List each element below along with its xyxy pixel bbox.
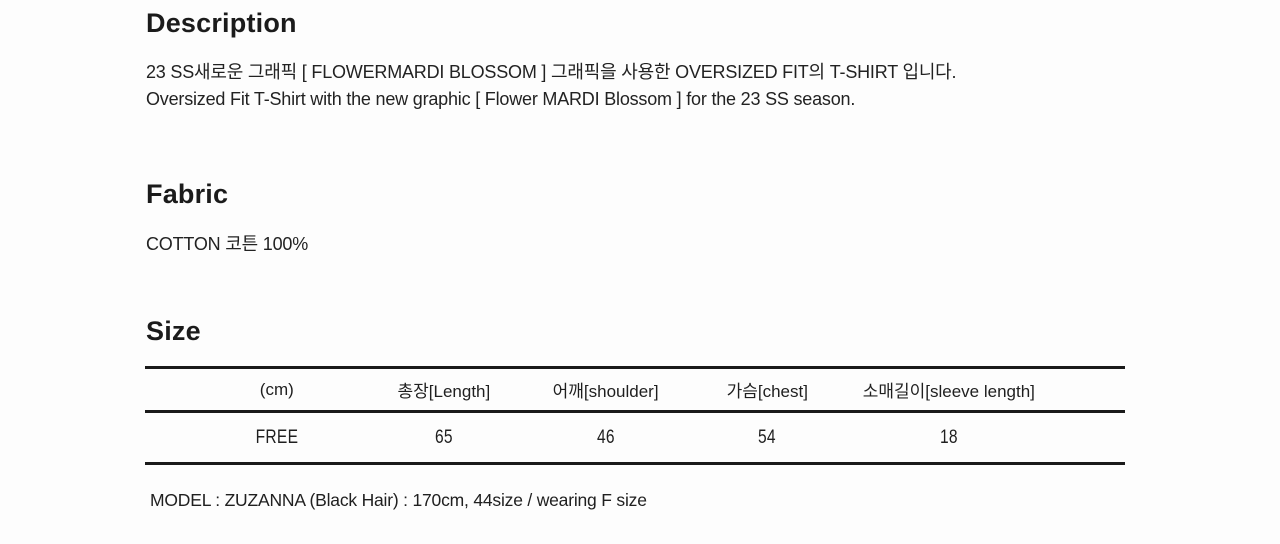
size-label-value: FREE	[255, 426, 299, 448]
column-header-chest: 가슴[chest]	[683, 367, 851, 413]
fabric-text: COTTON 코튼 100%	[146, 234, 309, 254]
model-note: MODEL : ZUZANNA (Black Hair) : 170cm, 44…	[150, 490, 647, 510]
column-header-shoulder: 어깨[shoulder]	[527, 367, 684, 413]
column-header-unit: (cm)	[145, 367, 361, 413]
cell-shoulder: 46	[527, 411, 684, 465]
size-table: (cm) 총장[Length] 어깨[shoulder] 가슴[chest] 소…	[145, 366, 1125, 465]
cell-sleeve-length: 18	[850, 411, 1125, 465]
cell-chest: 54	[683, 411, 851, 465]
description-text-korean: 23 SS새로운 그래픽 [ FLOWERMARDI BLOSSOM ] 그래픽…	[146, 62, 957, 82]
length-value: 65	[434, 426, 453, 448]
size-table-header-row: (cm) 총장[Length] 어깨[shoulder] 가슴[chest] 소…	[145, 367, 1125, 413]
sleeve-length-value: 18	[939, 426, 958, 448]
size-heading: Size	[146, 316, 201, 346]
cell-length: 65	[360, 411, 528, 465]
column-header-length: 총장[Length]	[360, 367, 528, 413]
size-table-row-free: FREE 65 46 54 18	[145, 411, 1125, 465]
column-header-sleeve-length: 소매길이[sleeve length]	[850, 367, 1125, 413]
fabric-heading: Fabric	[146, 179, 229, 209]
chest-value: 54	[758, 426, 777, 448]
description-text-english: Oversized Fit T-Shirt with the new graph…	[146, 89, 856, 109]
shoulder-value: 46	[596, 426, 615, 448]
cell-size-label: FREE	[145, 411, 361, 465]
description-heading: Description	[146, 8, 297, 38]
